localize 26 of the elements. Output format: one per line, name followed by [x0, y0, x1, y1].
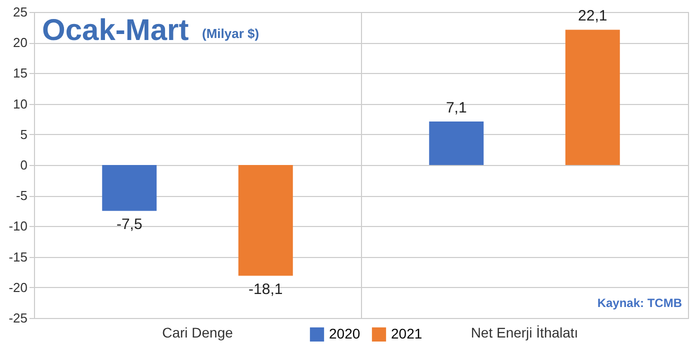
data-label: -18,1	[248, 280, 283, 298]
text: (Milyar $)	[202, 26, 260, 41]
bar	[102, 165, 157, 211]
y-tick-label: 20	[13, 35, 28, 50]
data-label: 22,1	[578, 8, 608, 25]
y-tick-label: -10	[8, 218, 28, 234]
legend-label: 2020	[329, 325, 360, 342]
chart-title: Ocak-Mart	[42, 14, 189, 47]
legend-label: 2021	[391, 325, 422, 342]
y-tick-label: 0	[20, 158, 28, 172]
y-tick-label: 10	[13, 96, 28, 112]
x-tick-label: Cari Denge	[162, 324, 234, 340]
data-label: -7,5	[116, 216, 142, 233]
y-tick-label: 25	[13, 4, 28, 20]
y-tick-label: -5	[16, 188, 28, 204]
y-tick-label: 5	[20, 126, 28, 142]
bar	[238, 165, 293, 276]
bar	[565, 30, 620, 165]
data-label: 7,1	[446, 100, 467, 117]
bar	[429, 122, 484, 165]
y-tick-label: -15	[8, 249, 28, 264]
y-tick-label: 15	[13, 66, 28, 81]
y-tick-label: -25	[8, 310, 28, 326]
y-tick-label: -20	[8, 280, 28, 295]
x-tick-label: Net Enerji İthalatı	[470, 324, 578, 340]
annotation: Kaynak: TCMB	[597, 296, 682, 310]
